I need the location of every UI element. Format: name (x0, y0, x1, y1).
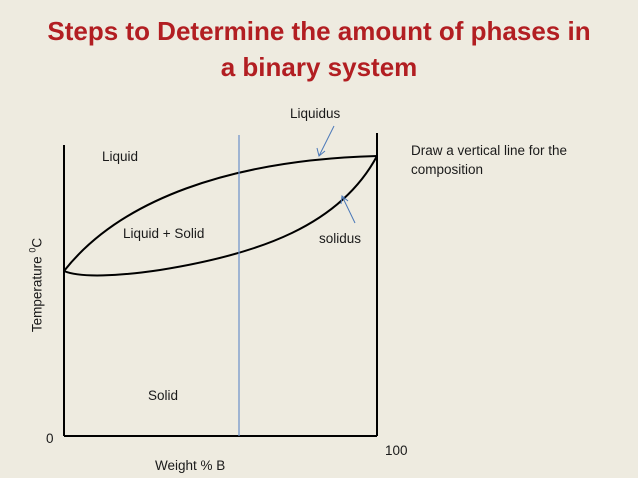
slide-title-line-1: Steps to Determine the amount of phases … (47, 16, 591, 46)
y-axis-unit-superscript: 0 (27, 247, 38, 253)
y-axis-label-text: Temperature (29, 252, 45, 333)
solidus-label: solidus (319, 231, 362, 246)
liquid-region-label: Liquid (102, 149, 139, 164)
solid-region-label: Solid (148, 388, 179, 403)
x-axis-label: Weight % B (155, 458, 226, 473)
y-axis-unit: C (29, 237, 45, 248)
liquidus-pointer-arrow (316, 125, 335, 157)
x-axis-min-tick: 0 (46, 431, 54, 446)
instruction-text: Draw a vertical line for the composition (411, 143, 568, 177)
liquidus-label: Liquidus (290, 106, 341, 121)
x-axis-max-tick: 100 (385, 443, 408, 458)
y-axis-label: Temperature 0C (28, 238, 45, 332)
liquidus-curve (63, 155, 378, 272)
slide-title-line-2: a binary system (220, 52, 418, 82)
solidus-pointer-arrow (340, 195, 356, 224)
two-phase-region-label: Liquid + Solid (123, 226, 205, 241)
solidus-curve (63, 155, 378, 277)
